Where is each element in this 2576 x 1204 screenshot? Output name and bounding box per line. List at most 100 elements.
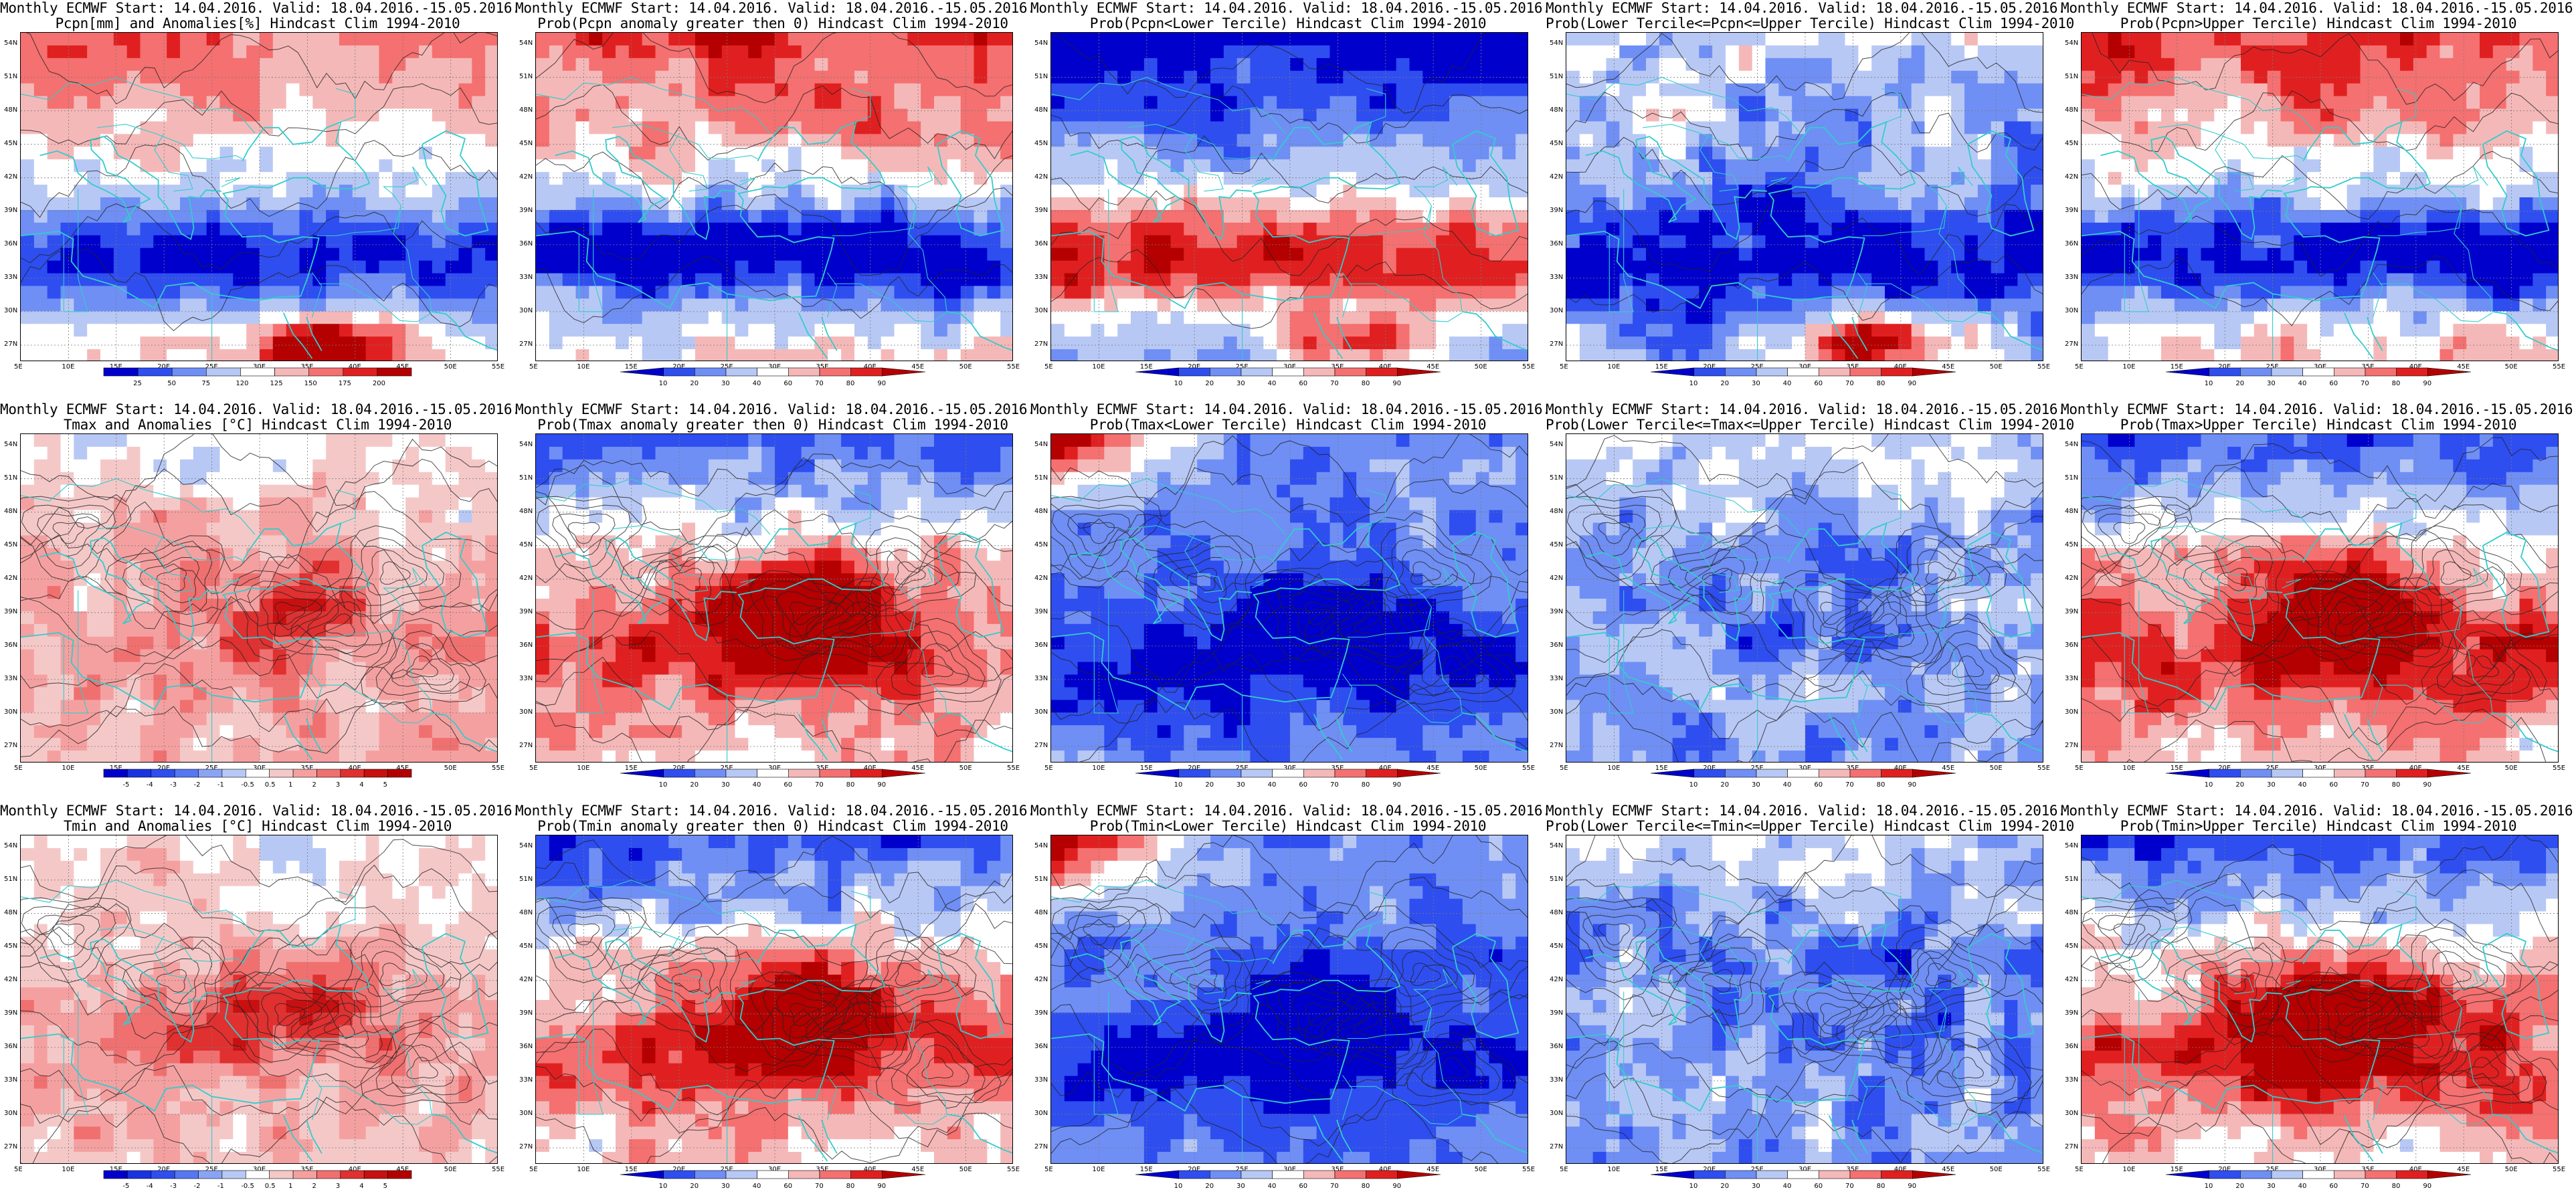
legend-swatch [1366, 1170, 1398, 1179]
latitude-label: 27N [1034, 1142, 1048, 1150]
latitude-label: 36N [1550, 1042, 1564, 1050]
legend-label: 90 [2423, 380, 2432, 387]
shaded-field [1051, 33, 1528, 361]
legend-label: 70 [2361, 1183, 2369, 1190]
legend-swatch [245, 1170, 270, 1179]
legend-swatch [1240, 1170, 1273, 1179]
legend-swatch [151, 769, 175, 778]
panel-title-line1: Monthly ECMWF Start: 14.04.2016. Valid: … [0, 401, 521, 417]
color-legend: 10 20 30 40 60 70 80 90 [515, 1169, 1030, 1200]
longitude-label: 35E [816, 1166, 829, 1173]
latitude-label: 33N [519, 1076, 533, 1084]
legend-swatch [819, 769, 852, 778]
legend-swatch [2365, 367, 2397, 377]
legend-swatch [1397, 1170, 1441, 1179]
legend-swatch [221, 1170, 246, 1179]
country-borders [21, 478, 432, 762]
legend-label: 10 [658, 380, 668, 387]
longitude-label: 50E [1474, 765, 1487, 772]
longitude-label: 15E [109, 765, 122, 772]
longitude-label: 10E [1092, 765, 1105, 772]
latitude-label: 51N [2065, 474, 2079, 482]
latitude-label: 27N [519, 340, 533, 348]
longitude-label: 10E [577, 363, 590, 371]
latitude-label: 42N [1550, 975, 1564, 983]
legend-swatch [1650, 769, 1694, 778]
longitude-label: 55E [2037, 765, 2051, 772]
latitude-label: 54N [1034, 440, 1048, 448]
legend-label: 20 [690, 781, 699, 789]
longitude-label: 35E [300, 765, 314, 772]
longitude-label: 40E [2409, 1166, 2422, 1173]
longitude-label: 15E [2170, 765, 2183, 772]
latitude-label: 54N [519, 841, 533, 849]
legend-swatch [1693, 1170, 1726, 1179]
legend-swatch [1693, 769, 1726, 778]
color-legend: 10 20 30 40 60 70 80 90 [1546, 1169, 2061, 1200]
latitude-label: 48N [1550, 106, 1564, 114]
longitude-label: 35E [1846, 765, 1859, 772]
graticule [1051, 434, 1528, 762]
latitude-label: 48N [1034, 507, 1048, 515]
latitude-label: 48N [1034, 908, 1048, 916]
legend-label: 90 [1908, 781, 1917, 789]
legend-label: 50 [167, 380, 176, 387]
contour-lines [536, 835, 1012, 1163]
legend-swatch [1912, 1170, 1956, 1179]
map-panel: Monthly ECMWF Start: 14.04.2016. Valid: … [2061, 803, 2576, 1204]
longitude-label: 10E [1092, 363, 1105, 371]
legend-label: -3 [170, 781, 177, 789]
latitude-label: 36N [1034, 239, 1048, 247]
legend-label: 40 [752, 781, 761, 789]
longitude-label: 30E [1283, 1166, 1297, 1173]
latitude-label: 30N [4, 306, 18, 314]
contour-lines [1051, 835, 1528, 1163]
legend-swatch [137, 367, 173, 377]
legend-label: -1 [217, 1183, 224, 1190]
legend-label: 60 [1814, 1183, 1823, 1190]
panel-title-line2: Prob(Lower Tercile<=Tmin<=Upper Tercile)… [1546, 818, 2074, 834]
longitude-label: 50E [1474, 1166, 1487, 1173]
latitude-label: 48N [4, 106, 18, 114]
latitude-label: 30N [1034, 306, 1048, 314]
legend-swatch [1178, 769, 1210, 778]
longitude-label: 30E [253, 363, 266, 371]
longitude-label: 55E [1522, 363, 1536, 371]
longitude-label: 10E [2122, 1166, 2136, 1173]
latitude-label: 48N [2065, 106, 2079, 114]
legend-label: 80 [2391, 380, 2401, 387]
legend-swatch [788, 367, 820, 377]
panel-title-line2: Prob(Tmin anomaly greater then 0) Hindca… [537, 818, 1008, 834]
map-svg [1566, 434, 2043, 762]
legend-swatch [269, 769, 294, 778]
latitude-label: 48N [519, 507, 533, 515]
map-panel: Monthly ECMWF Start: 14.04.2016. Valid: … [515, 0, 1036, 401]
latitude-label: 48N [519, 106, 533, 114]
longitude-label: 50E [2504, 363, 2518, 371]
contour-lines [2082, 437, 2558, 762]
map-panel: Monthly ECMWF Start: 14.04.2016. Valid: … [1030, 0, 1551, 401]
legend-label: 20 [690, 380, 699, 387]
longitude-label: 30E [1283, 765, 1297, 772]
map-panel: Monthly ECMWF Start: 14.04.2016. Valid: … [2061, 401, 2576, 803]
longitude-label: 45E [1427, 1166, 1440, 1173]
legend-label: 2 [312, 1183, 316, 1190]
legend-label: 30 [1236, 1183, 1245, 1190]
longitude-label: 20E [1703, 1166, 1716, 1173]
latitude-label: 45N [519, 942, 533, 950]
latitude-label: 27N [1550, 340, 1564, 348]
legend-swatch [1397, 769, 1441, 778]
map-field [535, 835, 1013, 1164]
legend-swatch [2165, 769, 2209, 778]
legend-swatch [2365, 1170, 2397, 1179]
longitude-label: 10E [577, 765, 590, 772]
legend-swatch [387, 1170, 412, 1179]
longitude-label: 5E [1560, 363, 1568, 371]
longitude-label: 40E [863, 363, 877, 371]
longitude-label: 50E [2504, 1166, 2518, 1173]
latitude-label: 33N [1034, 674, 1048, 682]
latitude-label: 36N [2065, 239, 2079, 247]
latitude-label: 39N [4, 1009, 18, 1017]
latitude-label: 27N [1550, 1142, 1564, 1150]
map-field [1566, 433, 2043, 763]
